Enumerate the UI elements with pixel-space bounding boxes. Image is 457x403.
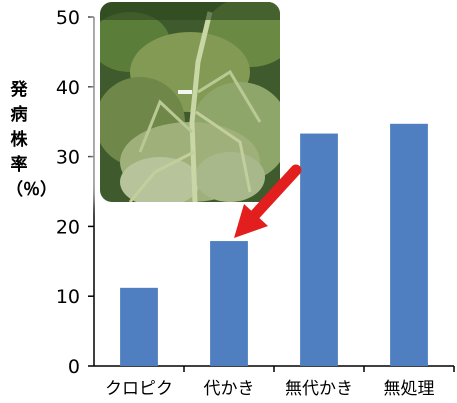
y-axis-label: 発病株率（％） <box>6 80 57 200</box>
bar <box>120 287 158 366</box>
bars <box>120 123 428 366</box>
diseased-tomato-plant-photo <box>100 2 280 202</box>
y-tick-label: 40 <box>56 77 80 99</box>
y-tick-label: 0 <box>68 356 80 378</box>
y-tick-label: 30 <box>56 147 80 169</box>
y-axis: 0 10 20 30 40 50 <box>56 7 95 378</box>
bar <box>300 133 338 366</box>
x-tick-label: クロピク <box>105 379 173 399</box>
x-tick-label: 代かき <box>204 379 255 399</box>
x-tick-label: 無処理 <box>384 379 435 399</box>
red-arrow-annotation <box>234 164 302 238</box>
bar <box>390 123 428 366</box>
y-tick-label: 50 <box>56 7 80 29</box>
x-tick-label: 無代かき <box>285 379 353 399</box>
y-tick-label: 10 <box>56 286 80 308</box>
y-tick-label: 20 <box>56 216 80 238</box>
x-axis <box>94 365 455 372</box>
bar <box>210 241 248 366</box>
x-tick-labels: クロピク 代かき 無代かき 無処理 <box>105 379 435 399</box>
